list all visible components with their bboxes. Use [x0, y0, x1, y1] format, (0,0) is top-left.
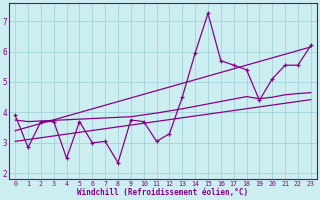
X-axis label: Windchill (Refroidissement éolien,°C): Windchill (Refroidissement éolien,°C) — [77, 188, 249, 197]
